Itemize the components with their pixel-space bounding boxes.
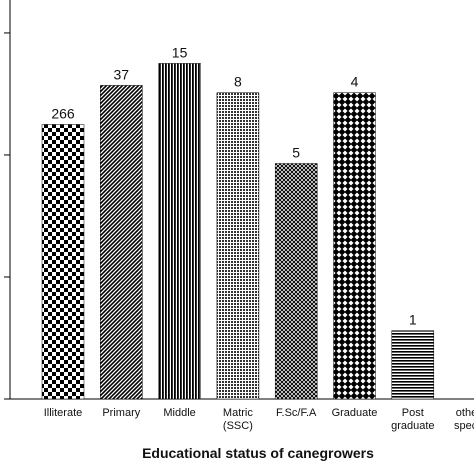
bar [274, 163, 318, 400]
bar [158, 63, 201, 400]
x-tick-label: Middle [163, 407, 195, 419]
bar-annotation: 1 [409, 312, 417, 328]
bar [333, 92, 376, 400]
x-axis-title: Educational status of canegrowers [142, 445, 374, 461]
x-tick-label: Graduate [332, 407, 378, 419]
x-tick-label: Post graduate [391, 407, 434, 432]
bar [100, 85, 143, 400]
x-tick-label: Matric (SSC) [223, 407, 253, 432]
bar-annotation: 4 [351, 74, 359, 90]
bar-annotation: 5 [292, 145, 300, 161]
x-tick-label: othersspecify [454, 407, 474, 432]
bar-annotation: 266 [51, 105, 75, 121]
bar-annotation: 37 [114, 66, 130, 82]
bar [216, 92, 260, 400]
x-tick-label: F.Sc/F.A [276, 407, 317, 419]
x-tick-label: Primary [102, 407, 140, 419]
bar [391, 330, 435, 400]
x-tick-label: Illiterate [44, 407, 83, 419]
bar-annotation: 8 [234, 74, 242, 90]
bar-annotation: 15 [172, 44, 188, 60]
bar [41, 124, 85, 400]
